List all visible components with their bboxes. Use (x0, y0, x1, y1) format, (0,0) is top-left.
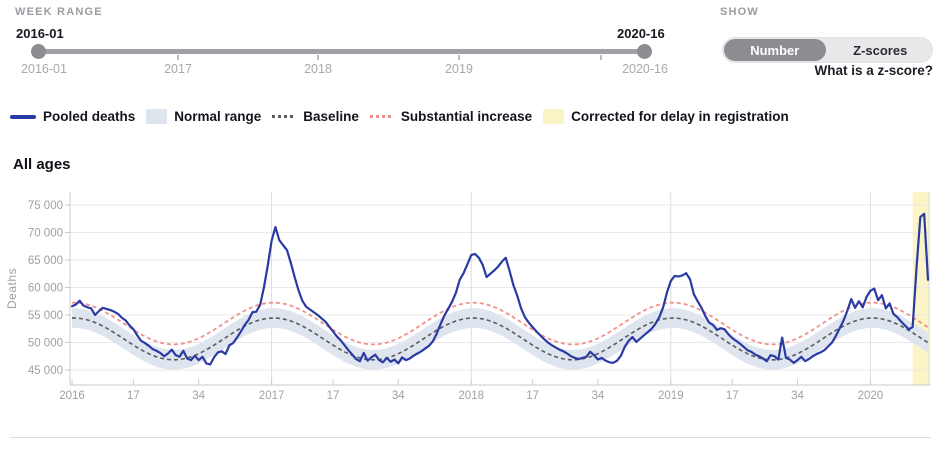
show-label: SHOW (720, 6, 760, 18)
chart-legend: Pooled deaths Normal range Baseline Subs… (10, 109, 789, 124)
legend-item-substantial-increase: Substantial increase (369, 109, 533, 124)
y-tick-label: 60 000 (28, 283, 63, 295)
x-tick-label: 17 (726, 390, 739, 402)
y-tick-label: 65 000 (28, 255, 63, 267)
slider-start-value: 2016-01 (16, 26, 64, 41)
legend-item-normal-range: Normal range (146, 109, 261, 124)
legend-label: Normal range (174, 109, 262, 124)
normal-range-band (72, 308, 928, 370)
x-tick-label: 34 (392, 390, 405, 402)
slider-year-tick-2019 (458, 55, 460, 60)
x-tick-label: 17 (526, 390, 539, 402)
legend-item-corrected-delay: Corrected for delay in registration (543, 109, 789, 124)
baseline-line (72, 317, 929, 361)
legend-item-baseline: Baseline (272, 109, 359, 124)
x-tick-label: 2017 (259, 390, 285, 402)
legend-label: Baseline (303, 109, 359, 124)
y-tick-label: 55 000 (28, 310, 63, 322)
x-tick-label: 17 (127, 390, 140, 402)
toggle-option-zscores[interactable]: Z-scores (830, 39, 932, 61)
x-tick-label: 2019 (658, 390, 684, 402)
slider-axis-label: 2020-16 (622, 62, 668, 76)
corrected-delay-band-swatch (543, 109, 565, 124)
week-range-slider-track[interactable] (38, 49, 645, 54)
slider-handle-end[interactable] (637, 44, 652, 59)
y-axis-title: Deaths (5, 268, 19, 309)
section-divider (10, 437, 931, 438)
x-tick-label: 2016 (59, 390, 85, 402)
y-tick-label: 70 000 (28, 228, 63, 240)
slider-axis-label: 2019 (445, 62, 473, 76)
substantial-increase-dash-swatch (369, 115, 394, 118)
normal-range-band-swatch (146, 109, 168, 124)
x-tick-label: 2018 (458, 390, 484, 402)
slider-handle-start[interactable] (31, 44, 46, 59)
x-tick-label: 34 (192, 390, 205, 402)
y-tick-label: 75 000 (28, 200, 63, 212)
y-tick-label: 50 000 (28, 338, 63, 350)
slider-end-value: 2020-16 (617, 26, 665, 41)
legend-label: Pooled deaths (43, 109, 136, 124)
legend-label: Substantial increase (400, 109, 533, 124)
week-range-label: WEEK RANGE (15, 6, 103, 18)
chart-title: All ages (13, 156, 71, 173)
x-tick-label: 2020 (858, 390, 884, 402)
slider-year-tick-2020 (600, 55, 602, 60)
slider-year-tick-2017 (177, 55, 179, 60)
x-tick-label: 34 (591, 390, 604, 402)
slider-axis-label: 2017 (164, 62, 192, 76)
slider-year-tick-2018 (317, 55, 319, 60)
slider-axis-label: 2016-01 (21, 62, 67, 76)
show-toggle: Number Z-scores (722, 37, 933, 63)
slider-axis-label: 2018 (304, 62, 332, 76)
legend-item-pooled-deaths: Pooled deaths (10, 109, 135, 124)
what-is-zscore-link[interactable]: What is a z-score? (814, 63, 933, 78)
pooled-deaths-line (70, 212, 930, 366)
x-tick-label: 34 (791, 390, 804, 402)
baseline-dash-swatch (272, 115, 297, 118)
substantial-increase-line (72, 301, 929, 346)
y-tick-label: 45 000 (28, 365, 63, 377)
pooled-deaths-line-swatch (10, 114, 36, 119)
x-tick-label: 17 (327, 390, 340, 402)
toggle-option-number[interactable]: Number (724, 39, 826, 61)
legend-label: Corrected for delay in registration (571, 109, 789, 124)
